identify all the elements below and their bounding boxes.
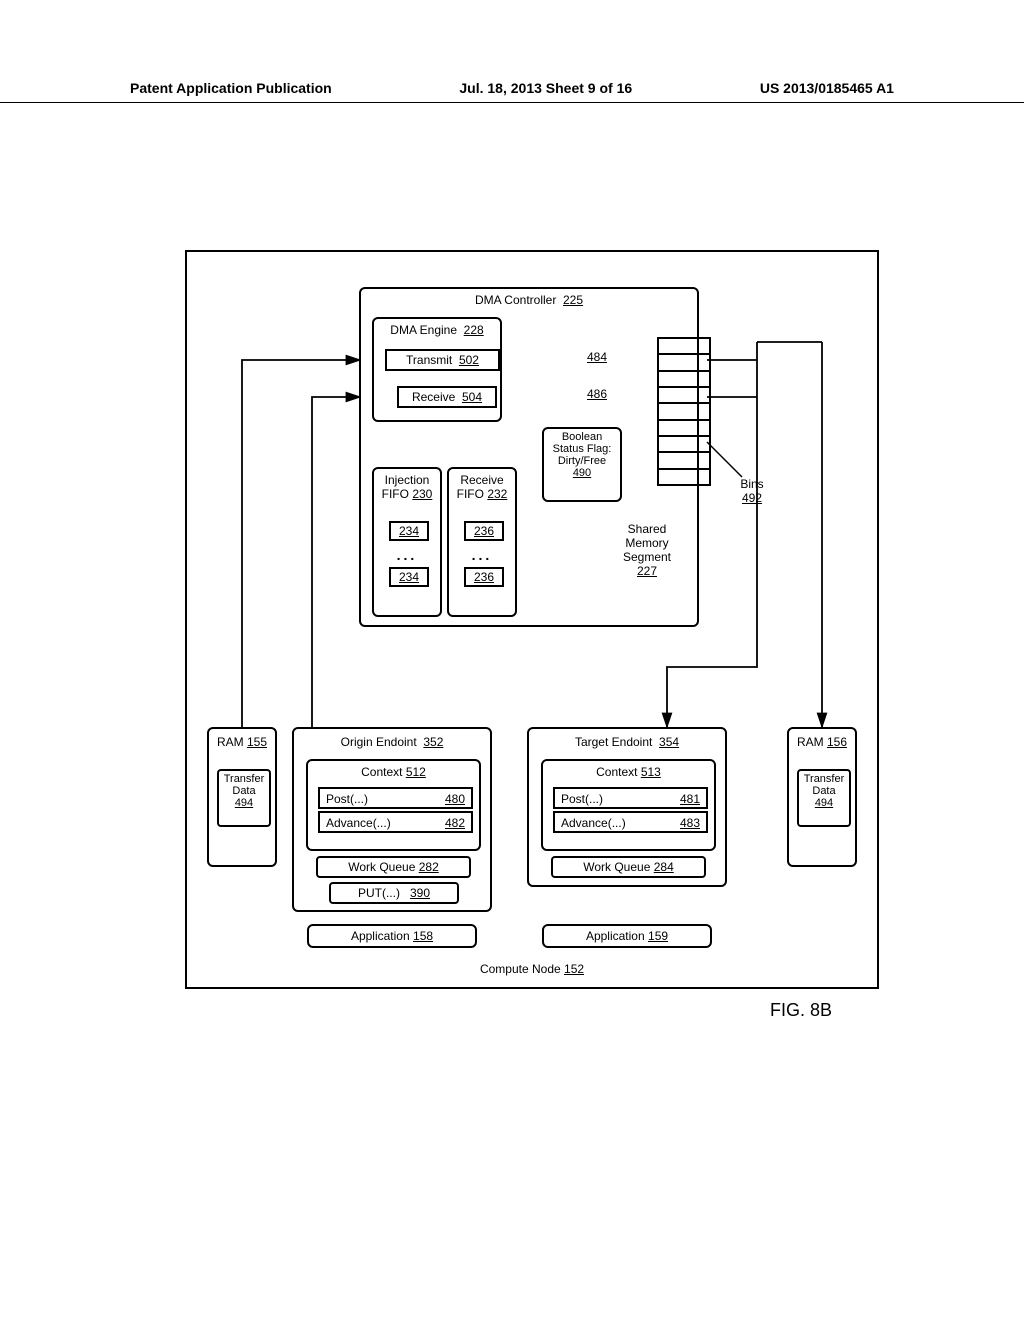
- injection-fifo-label: InjectionFIFO 230: [374, 473, 440, 501]
- arrow-484-label: 484: [587, 350, 607, 364]
- dma-controller-num: 225: [563, 293, 583, 307]
- receive-label: Receive: [412, 390, 455, 404]
- bool-l2: Status Flag:: [553, 443, 612, 455]
- inj-dots: ...: [374, 547, 440, 563]
- bool-l1: Boolean: [562, 431, 602, 443]
- bins-stack: [657, 337, 711, 486]
- origin-label: Origin Endoint: [341, 735, 417, 749]
- dma-engine-label: DMA Engine: [390, 323, 457, 337]
- inj-entry-1: 234: [399, 524, 419, 538]
- bins-label: Bins 492: [732, 477, 772, 505]
- origin-endpoint-box: Origin Endoint 352 Context 512 Post(...)…: [292, 727, 492, 912]
- ram-left-num: 155: [247, 735, 267, 749]
- put-box: PUT(...) 390: [329, 882, 459, 904]
- ram-right-label: RAM: [797, 735, 824, 749]
- receive-fifo-label: ReceiveFIFO 232: [449, 473, 515, 501]
- dma-controller-label: DMA Controller: [475, 293, 556, 307]
- bool-l3: Dirty/Free: [558, 455, 606, 467]
- ram-right-box: RAM 156 Transfer Data 494: [787, 727, 857, 867]
- page-header: Patent Application Publication Jul. 18, …: [0, 80, 1024, 103]
- transmit-label: Transmit: [406, 353, 452, 367]
- boolean-flag-box: Boolean Status Flag: Dirty/Free 490: [542, 427, 622, 502]
- rcv-dots: ...: [449, 547, 515, 563]
- figure-label: FIG. 8B: [770, 1000, 832, 1021]
- header-center: Jul. 18, 2013 Sheet 9 of 16: [459, 80, 632, 96]
- shared-mem-label: Shared Memory Segment 227: [607, 522, 687, 578]
- header-left: Patent Application Publication: [130, 80, 332, 96]
- injection-fifo-box: InjectionFIFO 230 234 ... 234: [372, 467, 442, 617]
- receive-num: 504: [462, 390, 482, 404]
- rcv-entry-1: 236: [474, 524, 494, 538]
- ram-left-box: RAM 155 Transfer Data 494: [207, 727, 277, 867]
- receive-box: Receive 504: [397, 386, 497, 408]
- header-right: US 2013/0185465 A1: [760, 80, 894, 96]
- origin-num: 352: [423, 735, 443, 749]
- work-queue-origin: Work Queue 282: [316, 856, 471, 878]
- bool-num: 490: [573, 467, 591, 479]
- application-target-box: Application 159: [542, 924, 712, 948]
- compute-node-label: Compute Node 152: [187, 962, 877, 976]
- application-origin-box: Application 158: [307, 924, 477, 948]
- main-diagram: DMA Controller 225 DMA Engine 228 Transm…: [185, 250, 879, 989]
- receive-fifo-box: ReceiveFIFO 232 236 ... 236: [447, 467, 517, 617]
- ram-left-label: RAM: [217, 735, 244, 749]
- ram-right-num: 156: [827, 735, 847, 749]
- transmit-num: 502: [459, 353, 479, 367]
- context-target-box: Context 513 Post(...) 481 Advance(...) 4…: [541, 759, 716, 851]
- context-origin-box: Context 512 Post(...) 480 Advance(...) 4…: [306, 759, 481, 851]
- target-endpoint-box: Target Endoint 354 Context 513 Post(...)…: [527, 727, 727, 887]
- target-num: 354: [659, 735, 679, 749]
- arrow-486-label: 486: [587, 387, 607, 401]
- rcv-entry-2: 236: [474, 570, 494, 584]
- inj-entry-2: 234: [399, 570, 419, 584]
- work-queue-target: Work Queue 284: [551, 856, 706, 878]
- transmit-box: Transmit 502: [385, 349, 500, 371]
- target-label: Target Endoint: [575, 735, 652, 749]
- dma-engine-num: 228: [464, 323, 484, 337]
